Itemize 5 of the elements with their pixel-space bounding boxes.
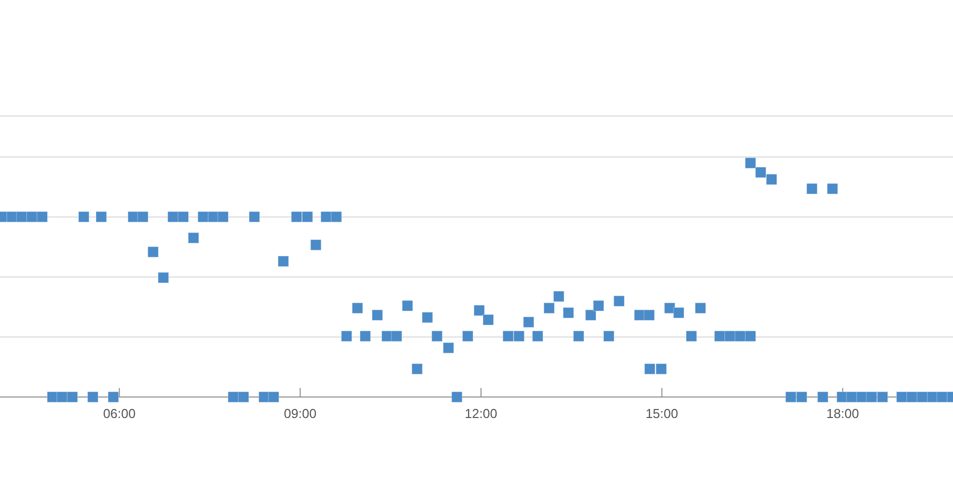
x-tick-label: 06:00	[103, 406, 136, 421]
x-tick-label: 18:00	[826, 406, 859, 421]
x-tick-label: 12:00	[464, 406, 498, 421]
x-tick-label: 15:00	[646, 406, 678, 421]
x-tick-label: 09:00	[284, 406, 316, 421]
